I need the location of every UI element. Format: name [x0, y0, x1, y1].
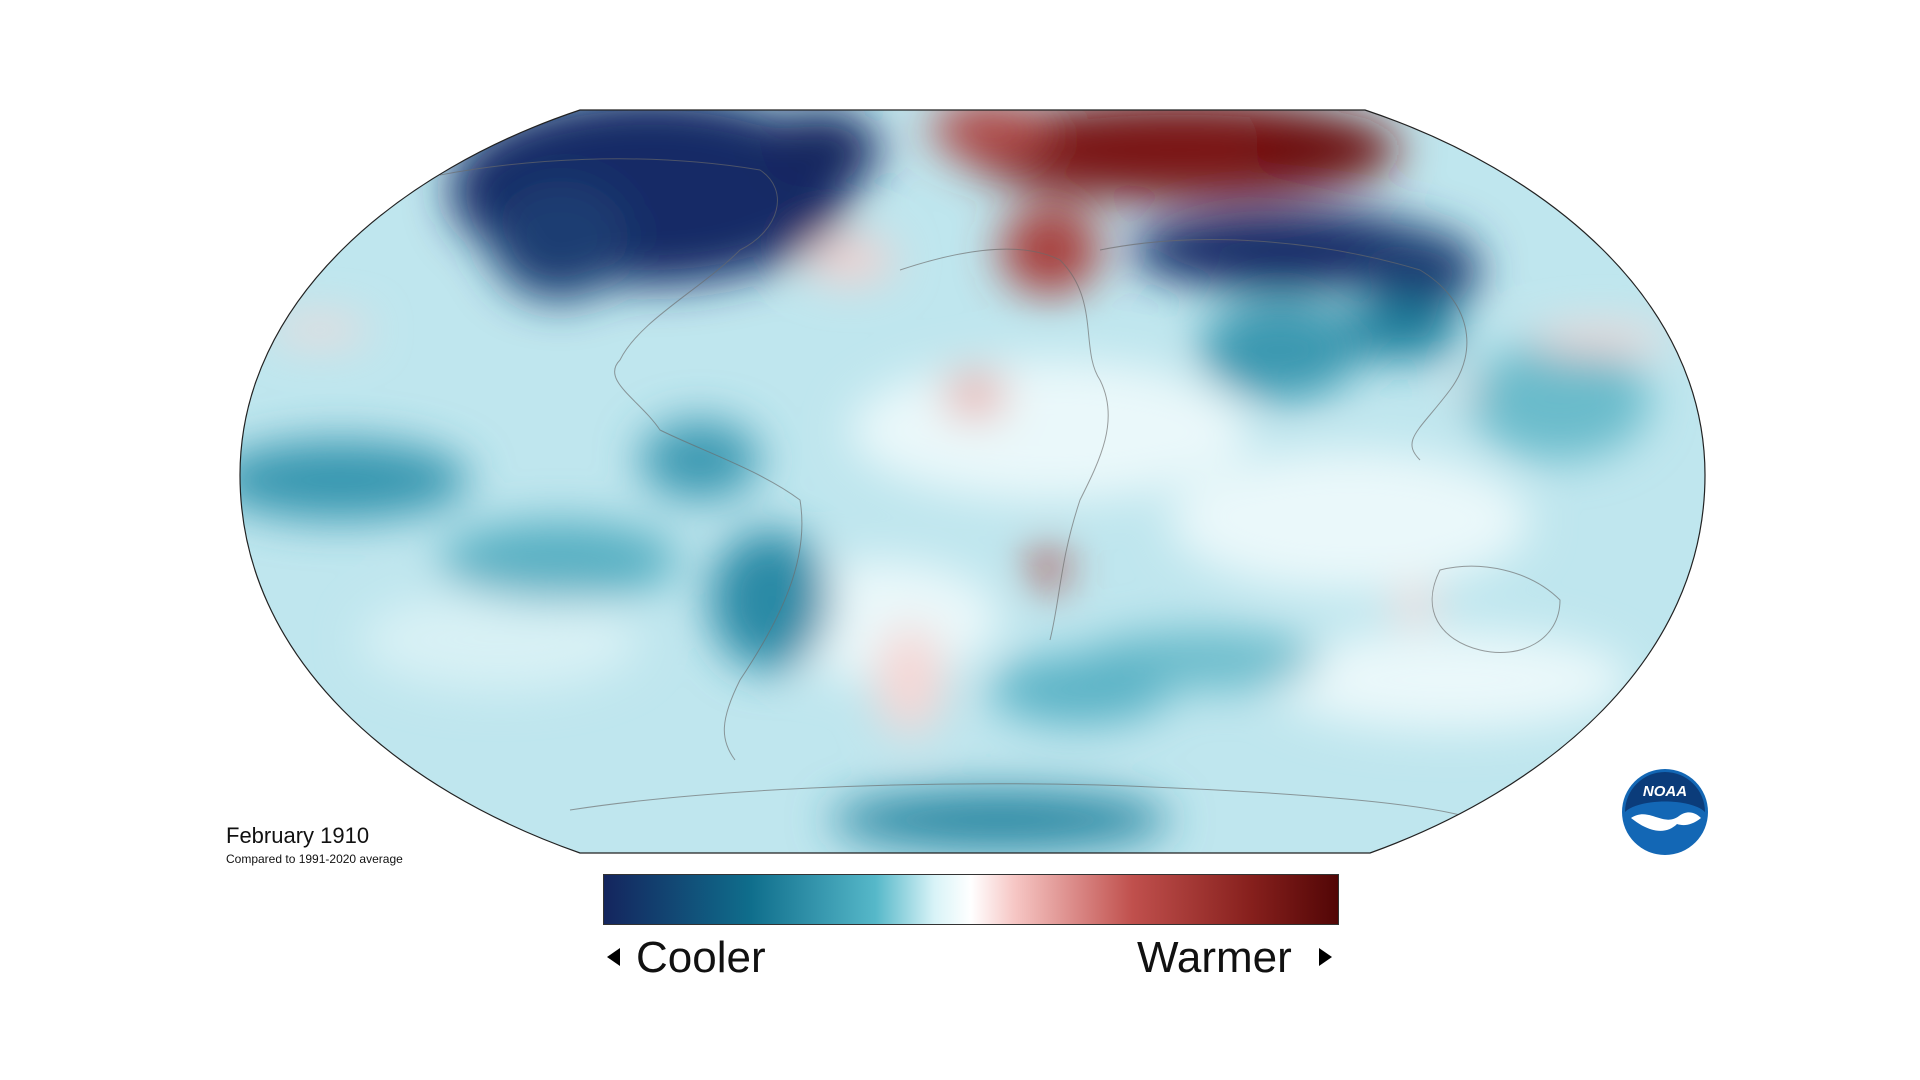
anomaly-colorbar: [603, 874, 1339, 925]
svg-text:NOAA: NOAA: [1643, 783, 1687, 800]
coastlines: [439, 158, 1561, 816]
warmer-label: Warmer: [1137, 933, 1292, 982]
left-arrow-icon: [607, 948, 620, 966]
cooler-label: Cooler: [636, 933, 766, 982]
globe-outline: [239, 109, 1706, 854]
map-baseline-subtitle: Compared to 1991-2020 average: [226, 852, 403, 866]
anomaly-blobs: [240, 110, 1670, 850]
noaa-logo-icon: NOAA: [1622, 769, 1708, 855]
right-arrow-icon: [1319, 948, 1332, 966]
anomaly-field: [240, 110, 1705, 853]
map-date-title: February 1910: [226, 823, 370, 848]
